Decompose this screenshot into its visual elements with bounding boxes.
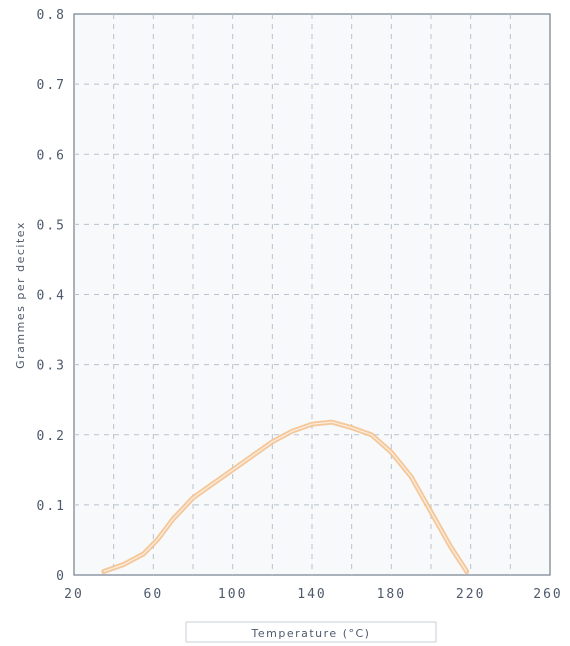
y-tick-label: 0.6	[37, 148, 66, 163]
y-tick-label: 0.5	[37, 218, 66, 233]
x-tick-label: 260	[533, 587, 562, 602]
x-tick-label: 140	[297, 587, 326, 602]
x-axis-title: Temperature (°C)	[251, 627, 371, 640]
x-tick-label: 100	[218, 587, 247, 602]
y-tick-labels: 0 0.1 0.2 0.3 0.4 0.5 0.6 0.7 0.8	[37, 8, 66, 584]
y-tick-label: 0.3	[37, 359, 66, 374]
x-tick-labels: 20 60 100 140 180 220 260	[64, 587, 563, 602]
y-tick-label: 0	[56, 569, 66, 584]
y-tick-label: 0.1	[37, 499, 66, 514]
y-tick-label: 0.4	[37, 289, 66, 304]
x-tick-label: 20	[64, 587, 84, 602]
y-tick-label: 0.2	[37, 429, 66, 444]
x-tick-label: 220	[456, 587, 485, 602]
x-tick-label: 60	[144, 587, 164, 602]
y-axis-title: Grammes per decitex	[14, 221, 27, 369]
x-tick-label: 180	[377, 587, 406, 602]
y-tick-label: 0.7	[37, 78, 66, 93]
y-tick-label: 0.8	[37, 8, 66, 23]
